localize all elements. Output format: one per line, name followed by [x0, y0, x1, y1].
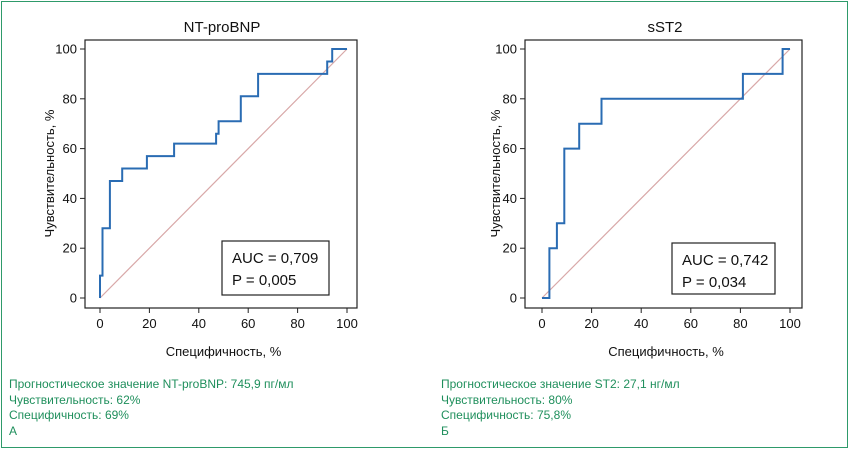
annotation-box [671, 242, 776, 295]
y-tick-label: 0 [70, 291, 77, 306]
x-tick-label: 20 [142, 316, 156, 331]
caption-left-sensitivity: Чувствительность: 62% [9, 392, 141, 407]
p-value-label: P = 0,034 [682, 274, 746, 291]
y-axis-label: Чувствительность, % [488, 109, 503, 237]
y-tick-label: 100 [55, 42, 77, 57]
caption-left-specificity: Специфичность: 69% [9, 408, 129, 422]
caption-right-sensitivity: Чувствительность: 80% [441, 392, 573, 407]
y-tick-label: 60 [503, 141, 517, 156]
auc-label: AUC = 0,742 [682, 252, 768, 269]
y-tick-label: 40 [63, 191, 77, 206]
x-axis-label: Специфичность, % [166, 344, 282, 359]
caption-left: Прогностическое значение NT-proBNP: 745,… [9, 377, 293, 439]
x-tick-label: 20 [584, 316, 598, 331]
x-tick-label: 40 [634, 316, 648, 331]
chart-panel-2: sST2 0 20 40 60 80 100 0 20 40 60 80 100 Специфичност… [488, 19, 803, 359]
caption-left-letter: А [9, 423, 18, 438]
roc-curve [542, 48, 790, 299]
y-tick-label: 80 [503, 91, 517, 106]
chart-panel-1: NT-proBNP 0 20 40 60 80 100 0 20 40 60 80 100 Специфи… [42, 19, 358, 359]
y-tick-label: 80 [63, 91, 77, 106]
x-tick-label: 100 [336, 316, 358, 331]
caption-left-threshold: Прогностическое значение NT-proBNP: 745,… [9, 377, 294, 391]
x-tick-label: 40 [192, 316, 206, 331]
plot-frame [524, 39, 803, 309]
reference-diagonal [99, 48, 348, 299]
chart-title: sST2 [647, 19, 682, 36]
caption-right-letter: Б [441, 423, 449, 438]
x-axis-label: Специфичность, % [608, 344, 724, 359]
plot-frame [84, 39, 358, 309]
y-tick-label: 100 [495, 42, 517, 57]
y-tick-label: 20 [63, 241, 77, 256]
y-tick-label: 60 [63, 141, 77, 156]
caption-right: Прогностическое значение ST2: 27,1 нг/мл… [441, 377, 680, 439]
caption-right-threshold: Прогностическое значение ST2: 27,1 нг/мл [441, 377, 680, 391]
y-axis-label: Чувствительность, % [42, 109, 57, 237]
auc-label: AUC = 0,709 [232, 250, 318, 267]
x-tick-label: 80 [733, 316, 747, 331]
caption-right-specificity: Специфичность: 75,8% [441, 408, 571, 422]
x-tick-label: 60 [241, 316, 255, 331]
annotation-box [221, 240, 330, 296]
x-tick-label: 0 [538, 316, 545, 331]
x-tick-label: 100 [779, 316, 801, 331]
roc-curve [99, 48, 347, 298]
x-tick-label: 0 [96, 316, 103, 331]
y-tick-label: 20 [503, 241, 517, 256]
chart-title: NT-proBNP [184, 19, 261, 36]
x-tick-label: 60 [684, 316, 698, 331]
reference-diagonal [541, 48, 791, 299]
p-value-label: P = 0,005 [232, 272, 296, 289]
y-tick-label: 40 [503, 191, 517, 206]
x-tick-label: 80 [290, 316, 304, 331]
y-tick-label: 0 [510, 291, 517, 306]
